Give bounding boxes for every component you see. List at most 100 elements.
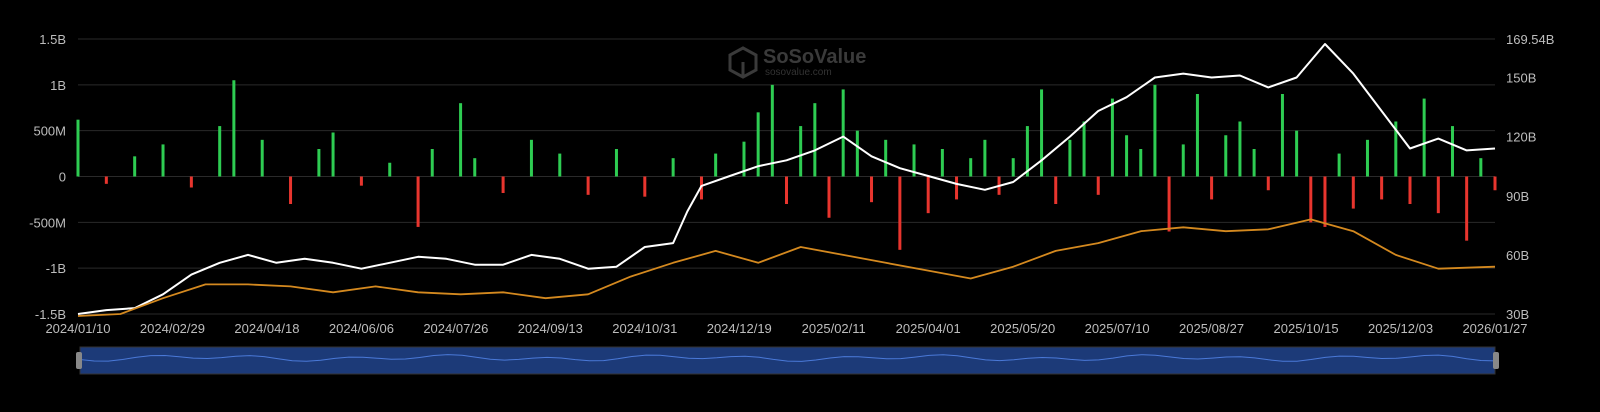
netflow-bar	[983, 139, 987, 177]
netflow-bar	[1280, 94, 1284, 177]
y-left-tick-label: -1.5B	[35, 307, 66, 322]
netflow-bars	[76, 80, 1497, 250]
netflow-bar	[1096, 176, 1100, 195]
y-left-tick-label: 0	[59, 170, 66, 185]
navigator-right-handle[interactable]	[1493, 352, 1499, 369]
netflow-bar	[1365, 139, 1369, 177]
netflow-bar	[898, 176, 902, 250]
navigator-sparkline	[79, 354, 1496, 362]
netflow-bar	[416, 176, 420, 227]
netflow-bar	[1110, 98, 1114, 177]
netflow-bar	[189, 176, 193, 188]
y-left-tick-label: -1B	[46, 261, 66, 276]
netflow-bar	[1167, 176, 1171, 232]
y-right-tick-label: 120B	[1506, 130, 1536, 145]
netflow-bar	[1238, 121, 1242, 177]
netflow-bar	[1493, 176, 1497, 191]
navigator-left-handle[interactable]	[76, 352, 82, 369]
y-right-tick-label: 90B	[1506, 189, 1529, 204]
netflow-bar	[1224, 135, 1228, 177]
netflow-bar	[1351, 176, 1355, 209]
x-tick-label: 2024/09/13	[518, 321, 583, 336]
netflow-bar	[1309, 176, 1313, 223]
netflow-bar	[1252, 149, 1256, 177]
y-right-tick-label: 30B	[1506, 307, 1529, 322]
netflow-bar	[884, 139, 888, 177]
netflow-bar	[742, 141, 746, 177]
netflow-bar	[359, 176, 363, 186]
range-navigator[interactable]	[76, 346, 1499, 375]
netflow-bar	[1054, 176, 1058, 204]
netflow-bar	[260, 139, 264, 177]
y-axis-right: 169.54B 150B 120B 90B 60B 30B	[1506, 32, 1554, 322]
netflow-bar	[232, 80, 236, 177]
netflow-bar	[1450, 126, 1454, 177]
watermark-site: sosovalue.com	[765, 67, 832, 78]
watermark: SoSoValue sosovalue.com	[728, 46, 866, 79]
netflow-bar	[161, 144, 165, 177]
netflow-bar	[76, 119, 80, 177]
netflow-bar	[1266, 176, 1270, 191]
y-left-tick-label: 500M	[33, 124, 66, 139]
netflow-bar	[1011, 158, 1015, 177]
netflow-bar	[756, 112, 760, 177]
x-tick-label: 2025/02/11	[802, 321, 866, 336]
netflow-bar	[1422, 98, 1426, 177]
netflow-bar	[289, 176, 293, 204]
netflow-bar	[912, 144, 916, 177]
netflow-bar	[104, 176, 108, 184]
netflow-bar	[1337, 153, 1341, 177]
netflow-bar	[855, 130, 859, 177]
netflow-bar	[785, 176, 788, 204]
netflow-bar	[714, 153, 718, 177]
netflow-bar	[770, 84, 774, 177]
netflow-bar	[1323, 176, 1327, 227]
netflow-bar	[317, 149, 321, 177]
watermark-brand: SoSoValue	[763, 46, 866, 68]
netflow-bar	[1394, 121, 1398, 177]
y-axis-left: 1.5B 1B 500M 0 -500M -1B -1.5B	[29, 32, 66, 322]
netflow-bar	[1025, 126, 1029, 177]
y-left-tick-label: 1.5B	[39, 32, 66, 47]
x-tick-label: 2024/06/06	[329, 321, 394, 336]
netflow-bar	[955, 176, 959, 200]
netflow-bar	[1068, 139, 1072, 177]
netflow-bar	[940, 149, 944, 177]
netflow-bar	[430, 149, 434, 177]
netflow-bar	[388, 162, 392, 177]
netflow-bar	[1139, 149, 1143, 177]
netflow-bar	[841, 89, 845, 177]
netflow-bar	[218, 126, 222, 177]
series-lines	[77, 43, 1496, 317]
netflow-bar	[1181, 144, 1185, 177]
netflow-bar	[558, 153, 562, 177]
netflow-bar	[1436, 176, 1440, 214]
x-axis: 2024/01/10 2024/02/29 2024/04/18 2024/06/06…	[45, 321, 1527, 336]
x-tick-label: 2024/07/26	[423, 321, 488, 336]
netflow-bar	[1153, 84, 1157, 177]
y-right-tick-label: 150B	[1506, 71, 1536, 86]
netflow-bar	[1210, 176, 1214, 200]
netflow-bar	[614, 149, 618, 177]
x-tick-label: 2025/12/03	[1368, 321, 1433, 336]
netflow-bar	[473, 158, 477, 177]
x-tick-label: 2024/02/29	[140, 321, 205, 336]
x-tick-label: 2025/08/27	[1179, 321, 1244, 336]
y-right-tick-label: 60B	[1506, 248, 1529, 263]
x-tick-label: 2024/12/19	[707, 321, 772, 336]
x-tick-label: 2025/04/01	[896, 321, 961, 336]
grid-lines	[78, 38, 1495, 315]
netflow-bar	[799, 126, 803, 177]
netflow-bar	[331, 132, 335, 177]
y-right-tick-label: 169.54B	[1506, 32, 1554, 47]
y-left-tick-label: 1B	[50, 78, 66, 93]
x-tick-label: 2025/05/20	[990, 321, 1055, 336]
netflow-bar	[969, 158, 973, 177]
x-tick-label: 2025/10/15	[1274, 321, 1339, 336]
netflow-bar	[1408, 176, 1412, 204]
netflow-bar	[586, 176, 590, 195]
netflow-bar	[1125, 135, 1129, 177]
netflow-bar	[1082, 121, 1086, 177]
x-tick-label: 2024/04/18	[234, 321, 299, 336]
